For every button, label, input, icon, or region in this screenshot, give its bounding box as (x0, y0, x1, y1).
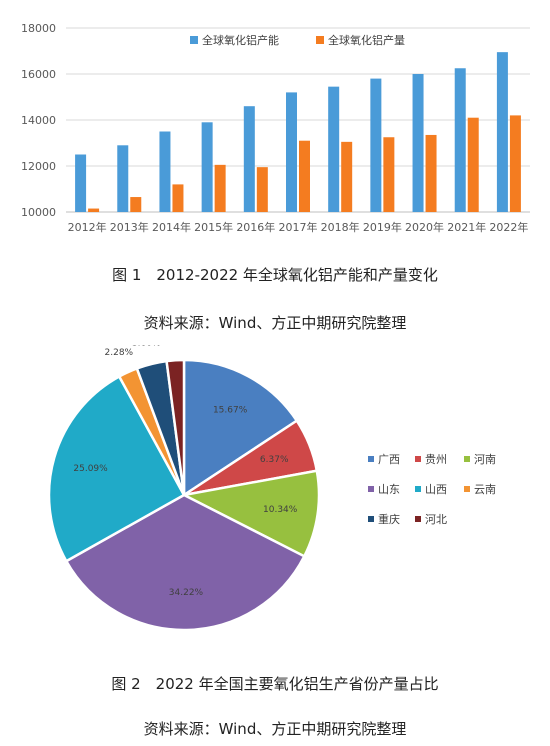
legend-swatch (415, 516, 421, 522)
x-tick-label: 2016年 (236, 220, 275, 234)
legend-label: 重庆 (378, 512, 400, 526)
figure-2-caption: 图 2 2022 年全国主要氧化铝生产省份产量占比 (111, 675, 439, 693)
legend-label: 全球氧化铝产量 (328, 33, 405, 47)
legend-label: 山西 (425, 483, 447, 496)
x-tick-label: 2021年 (447, 220, 486, 234)
bar-capacity (496, 52, 508, 213)
legend-swatch (368, 516, 374, 522)
legend-swatch (368, 456, 374, 462)
bar-output (509, 115, 521, 212)
y-tick-label: 16000 (21, 68, 56, 81)
slice-label: 6.37% (260, 455, 289, 465)
bar-capacity (243, 106, 255, 212)
bar-chart: 10000 12000 14000 16000 18000 2012年 2013年 2014年… (21, 22, 530, 234)
legend-label: 贵州 (425, 453, 447, 466)
bar-output (467, 117, 479, 212)
legend-swatch (316, 36, 324, 44)
x-tick-label: 2019年 (363, 220, 402, 234)
bar-output (172, 184, 184, 212)
pie-slice (47, 374, 186, 563)
figure-1-caption: 图 1 2012-2022 年全球氧化铝产能和产量变化 (112, 266, 438, 284)
bar-capacity (201, 122, 213, 212)
legend-label: 河北 (425, 513, 447, 526)
legend-swatch (368, 486, 374, 492)
bar-capacity (412, 74, 424, 212)
bar-output (88, 208, 100, 212)
legend-label: 河南 (474, 453, 496, 466)
bar-capacity (328, 86, 340, 212)
slice-label: 2.28% (105, 348, 134, 358)
legend-label: 全球氧化铝产能 (202, 33, 279, 47)
slice-label: 25.09% (73, 464, 108, 474)
legend-swatch (190, 36, 198, 44)
x-tick-label: 2018年 (321, 220, 360, 234)
y-tick-label: 10000 (21, 206, 56, 219)
bar-output (425, 134, 437, 212)
x-tick-label: 2013年 (110, 220, 149, 234)
x-tick-label: 2017年 (279, 220, 318, 234)
bar-capacity (286, 92, 297, 212)
slice-label: 15.67% (213, 405, 248, 415)
legend-swatch (464, 456, 470, 462)
legend-label: 广西 (378, 453, 400, 466)
legend-swatch (415, 486, 421, 492)
slice-label: 10.34% (263, 505, 298, 515)
bar-capacity (159, 131, 171, 212)
x-tick-label: 2014年 (152, 220, 191, 234)
y-tick-label: 14000 (21, 114, 56, 127)
bar-output (299, 140, 310, 212)
pie-slice (180, 469, 321, 558)
x-tick-label: 2012年 (68, 220, 107, 234)
pie-chart: 15.67%6.37%10.34%34.22%25.09%2.28%3.60%2… (47, 345, 496, 632)
bar-output (130, 197, 142, 212)
x-tick-label: 2020年 (405, 220, 444, 234)
y-tick-label: 18000 (21, 22, 56, 35)
bar-output (214, 164, 226, 212)
x-tick-label: 2015年 (194, 220, 233, 234)
bar-output (341, 141, 353, 212)
figure-1-source: 资料来源：Wind、方正中期研究院整理 (143, 314, 407, 332)
slice-label: 3.60% (132, 345, 161, 349)
legend-swatch (415, 456, 421, 462)
legend-label: 山东 (378, 483, 400, 496)
legend-label: 云南 (474, 483, 496, 496)
bar-output (256, 167, 268, 212)
bar-output (383, 137, 395, 212)
bar-capacity (117, 145, 129, 212)
slice-label: 34.22% (169, 588, 204, 598)
bar-capacity (454, 68, 466, 212)
pie-slice (165, 358, 186, 496)
bar-capacity (370, 78, 382, 212)
figure-2-source: 资料来源：Wind、方正中期研究院整理 (143, 720, 407, 738)
x-tick-label: 2022年 (489, 220, 528, 234)
legend-swatch (464, 486, 470, 492)
y-tick-label: 12000 (21, 160, 56, 173)
bar-capacity (75, 154, 87, 212)
pie-slice (182, 358, 299, 498)
